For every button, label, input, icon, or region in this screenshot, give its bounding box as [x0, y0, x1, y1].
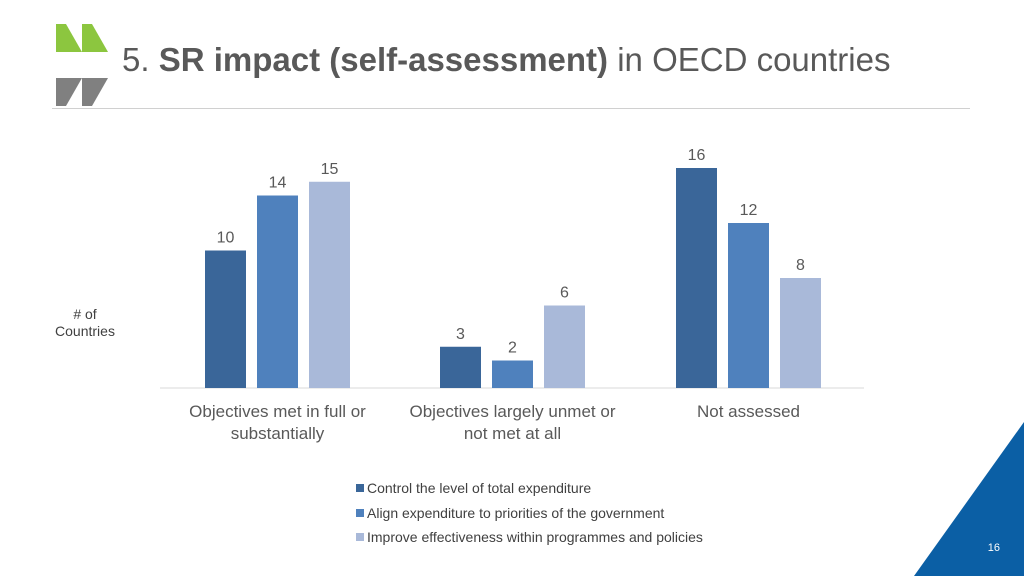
data-label: 2 — [508, 340, 517, 357]
y-axis-label-line-1: # of — [73, 306, 97, 322]
category-label: substantially — [231, 424, 325, 443]
data-label: 8 — [796, 257, 805, 274]
category-label: Not assessed — [697, 402, 800, 421]
logo-chevron-green-left — [56, 24, 82, 52]
oecd-logo — [56, 24, 108, 106]
corner-triangle — [914, 422, 1024, 576]
corner-accent — [914, 422, 1024, 576]
logo-chevron-grey-left — [56, 78, 82, 106]
data-label: 12 — [740, 202, 758, 219]
bar — [676, 168, 717, 388]
title-suffix: in OECD countries — [608, 41, 891, 78]
data-label: 6 — [560, 285, 569, 302]
title-prefix: 5. — [122, 41, 159, 78]
bar — [780, 278, 821, 388]
category-label: Objectives largely unmet or — [410, 402, 616, 421]
data-label: 14 — [269, 175, 287, 192]
legend-item: Improve effectiveness within programmes … — [356, 525, 703, 550]
bar — [544, 305, 585, 388]
legend-label: Control the level of total expenditure — [367, 480, 592, 497]
data-label: 10 — [217, 230, 235, 247]
legend-label: Improve effectiveness within programmes … — [367, 529, 703, 546]
title-bold: SR impact (self-assessment) — [158, 41, 609, 78]
logo-chevron-green-right — [82, 24, 108, 52]
legend-swatch-icon — [356, 533, 364, 542]
y-axis-label-line-2: Countries — [55, 323, 115, 339]
legend-item: Align expenditure to priorities of the g… — [356, 501, 703, 526]
logo-center-left — [56, 52, 82, 78]
category-label: Objectives met in full or — [189, 402, 366, 421]
data-label: 15 — [321, 161, 339, 178]
legend-swatch-icon — [356, 484, 364, 493]
legend-label: Align expenditure to priorities of the g… — [367, 504, 665, 521]
legend-item: Control the level of total expenditure — [356, 476, 703, 501]
data-label: 3 — [456, 326, 465, 343]
bar — [309, 181, 350, 388]
bar — [257, 195, 298, 388]
data-label: 16 — [688, 147, 706, 164]
chart-legend: Control the level of total expenditure A… — [356, 476, 703, 550]
page-title: 5. SR impact (self-assessment) in OECD c… — [122, 38, 890, 82]
logo-chevron-grey-right — [82, 78, 108, 106]
category-label: not met at all — [464, 424, 561, 443]
bar — [492, 360, 533, 388]
bar — [728, 223, 769, 388]
page-number: 16 — [987, 542, 1000, 554]
y-axis-label: # of Countries — [40, 306, 130, 340]
bar — [205, 250, 246, 388]
bar — [440, 346, 481, 388]
title-divider — [52, 108, 970, 109]
legend-swatch-icon — [356, 508, 364, 517]
